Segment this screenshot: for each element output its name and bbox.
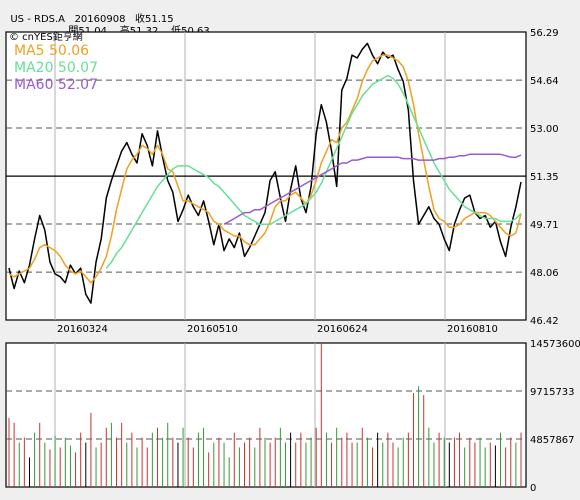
- y-tick-label: 49.71: [530, 220, 559, 231]
- price-panel: 20160324 20160510 20160624 20160810 56.29 54.…: [5, 28, 559, 335]
- legend-ma5: MA5 50.06: [14, 43, 89, 59]
- volume-panel: 14573600 9715733 4857867 0: [5, 339, 580, 494]
- close-label: 收51.15: [135, 14, 174, 25]
- volume-y-tick-label: 9715733: [530, 387, 575, 398]
- volume-y-tick-label: 0: [530, 483, 536, 494]
- legend-ma20: MA20 50.07: [14, 60, 98, 76]
- series-line-price: [8, 42, 522, 304]
- volume-y-tick-label: 14573600: [530, 339, 580, 350]
- series-line-ma5: [8, 54, 522, 284]
- x-tick-label: 20160324: [57, 324, 108, 335]
- y-tick-label: 46.42: [530, 316, 559, 327]
- symbol-label: US - RDS.A: [10, 14, 66, 25]
- y-tick-label: 56.29: [530, 28, 559, 39]
- date-label: 20160908: [74, 14, 126, 25]
- series-line-ma60: [223, 153, 522, 225]
- y-tick-label: 53.00: [530, 124, 559, 135]
- header-line-1: US - RDS.A 20160908 收51.15: [4, 2, 174, 26]
- legend-ma60: MA60 52.07: [14, 77, 98, 93]
- series-line-ma20: [105, 74, 522, 269]
- volume-plot-area: [5, 342, 527, 488]
- x-tick-label: 20160624: [317, 324, 368, 335]
- volume-y-tick-label: 4857867: [530, 435, 575, 446]
- y-tick-label: 51.35: [530, 172, 559, 183]
- x-tick-label: 20160810: [447, 324, 498, 335]
- watermark: © cnYES鉅亨網: [9, 30, 83, 43]
- y-tick-label: 48.06: [530, 268, 559, 279]
- y-tick-label: 54.64: [530, 76, 559, 87]
- x-tick-label: 20160510: [187, 324, 238, 335]
